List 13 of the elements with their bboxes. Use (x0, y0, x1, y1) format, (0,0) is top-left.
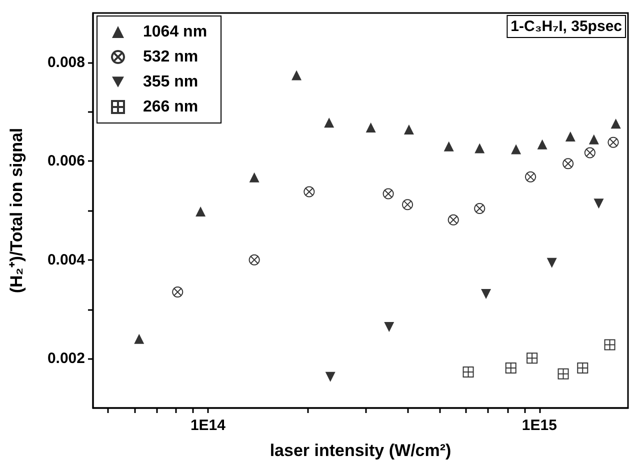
legend-label: 266 nm (143, 98, 198, 116)
x-axis-title: laser intensity (W/cm²) (270, 441, 452, 460)
legend-label: 1064 nm (143, 24, 208, 40)
y-axis-title: (H₂⁺)/Total ion signal (7, 128, 26, 294)
legend-label: 355 nm (143, 74, 198, 90)
x-tick-label: 1E15 (522, 417, 557, 434)
y-tick-label: 0.006 (47, 152, 85, 170)
y-tick-label: 0.004 (47, 251, 86, 268)
x-tick-label: 1E14 (190, 417, 226, 434)
legend-label: 532 nm (143, 48, 198, 66)
y-tick-label: 0.008 (47, 54, 85, 71)
annotation: 1-C₃H₇I, 35psec (510, 18, 622, 35)
y-tick-label: 0.002 (47, 350, 85, 368)
